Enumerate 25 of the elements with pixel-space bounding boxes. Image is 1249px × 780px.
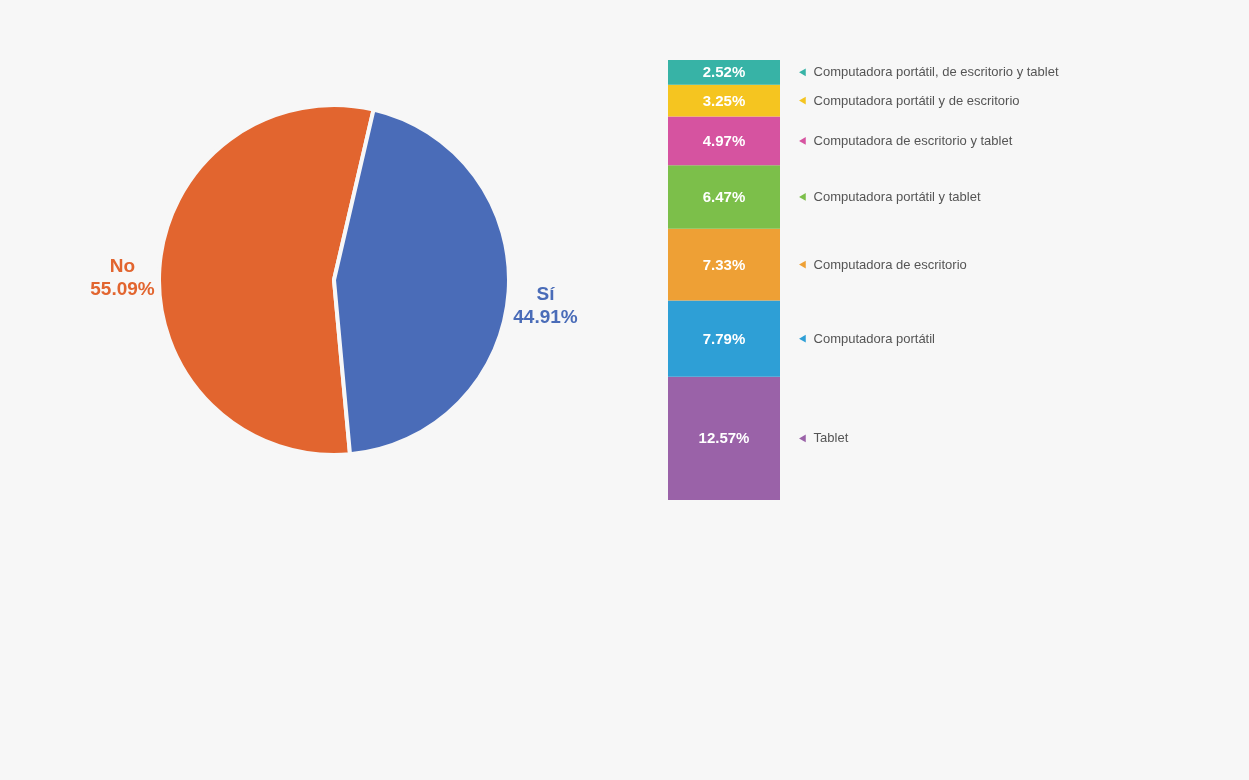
bar bbox=[668, 116, 780, 166]
bar bbox=[668, 228, 780, 301]
data-label: 7.33% bbox=[702, 255, 746, 273]
data-label: 4.97% bbox=[702, 131, 746, 149]
data-label: 3.25% bbox=[702, 91, 746, 109]
bar bbox=[668, 300, 780, 377]
data-label: 12.57% bbox=[698, 429, 750, 447]
data-label: 55.09% bbox=[90, 277, 155, 299]
bar bbox=[668, 376, 780, 500]
data-label: 44.91% bbox=[513, 306, 578, 328]
legend-label: Computadora portátil y tablet bbox=[813, 188, 981, 204]
data-label: 7.79% bbox=[702, 329, 746, 347]
bar bbox=[668, 165, 780, 229]
legend-label: Tablet bbox=[813, 430, 849, 446]
slice-label: No bbox=[109, 254, 136, 276]
legend-label: Computadora portátil y de escritorio bbox=[813, 92, 1020, 108]
legend-label: Computadora de escritorio y tablet bbox=[813, 132, 1013, 148]
data-label: 6.47% bbox=[702, 187, 746, 205]
slice-label: Sí bbox=[536, 283, 556, 305]
legend-label: Computadora de escritorio bbox=[813, 256, 967, 272]
bar bbox=[668, 84, 780, 117]
bar bbox=[668, 60, 780, 85]
legend-label: Computadora portátil, de escritorio y tablet bbox=[813, 64, 1059, 80]
data-label: 2.52% bbox=[702, 63, 746, 81]
legend-label: Computadora portátil bbox=[813, 330, 936, 346]
